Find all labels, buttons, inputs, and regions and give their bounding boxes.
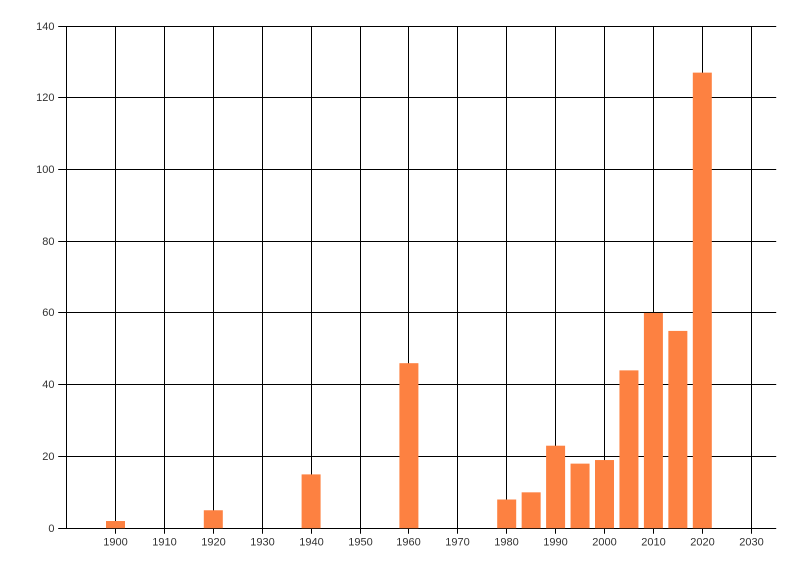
svg-text:1920: 1920	[201, 537, 225, 549]
svg-text:20: 20	[42, 451, 54, 463]
svg-text:0: 0	[48, 523, 54, 535]
svg-text:1900: 1900	[103, 537, 127, 549]
svg-text:1970: 1970	[445, 537, 469, 549]
svg-text:100: 100	[36, 164, 54, 176]
svg-text:1930: 1930	[250, 537, 274, 549]
svg-text:2020: 2020	[690, 537, 714, 549]
svg-text:1910: 1910	[152, 537, 176, 549]
svg-text:1960: 1960	[396, 537, 420, 549]
svg-text:140: 140	[36, 21, 54, 33]
svg-text:1990: 1990	[543, 537, 567, 549]
svg-text:1980: 1980	[494, 537, 518, 549]
svg-text:2000: 2000	[592, 537, 616, 549]
svg-text:60: 60	[42, 307, 54, 319]
svg-text:2030: 2030	[739, 537, 763, 549]
svg-text:80: 80	[42, 236, 54, 248]
svg-text:2010: 2010	[641, 537, 665, 549]
svg-text:120: 120	[36, 92, 54, 104]
svg-text:1940: 1940	[299, 537, 323, 549]
svg-text:40: 40	[42, 379, 54, 391]
svg-text:1950: 1950	[348, 537, 372, 549]
